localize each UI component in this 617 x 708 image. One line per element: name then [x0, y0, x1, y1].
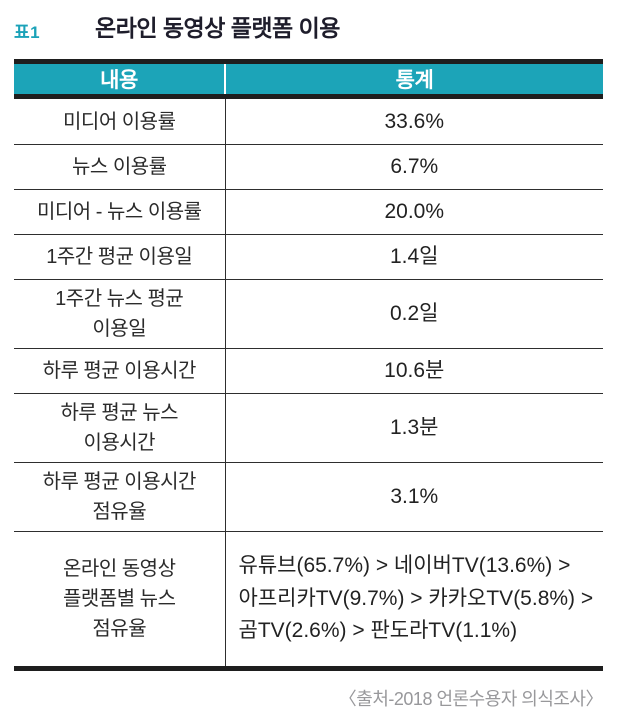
row-value-cell: 10.6분 [225, 348, 603, 394]
row-label-cell: 1주간 뉴스 평균 이용일 [14, 279, 226, 349]
page-title: 온라인 동영상 플랫폼 이용 [95, 15, 340, 41]
row-value-cell-platform-ranking: 유튜브(65.7%) > 네이버TV(13.6%) > 아프리카TV(9.7%)… [225, 531, 603, 671]
header-cell-stat: 통계 [225, 59, 603, 99]
table-row: 하루 평균 이용시간 점유율 3.1% [14, 462, 603, 532]
row-value-cell: 3.1% [225, 462, 603, 532]
table-row: 1주간 평균 이용일 1.4일 [14, 234, 603, 280]
table-row: 1주간 뉴스 평균 이용일 0.2일 [14, 279, 603, 349]
row-label-cell: 하루 평균 이용시간 [14, 348, 226, 394]
row-label-cell: 미디어 - 뉴스 이용률 [14, 189, 226, 235]
header-cell-content: 내용 [14, 59, 226, 99]
row-label-cell: 뉴스 이용률 [14, 144, 226, 190]
usage-stats-table: 내용 통계 미디어 이용률 33.6% 뉴스 이용률 6.7% 미디어 - 뉴스… [14, 59, 603, 671]
caption-row: 표1 온라인 동영상 플랫폼 이용 [14, 14, 603, 43]
row-label-cell: 하루 평균 이용시간 점유율 [14, 462, 226, 532]
table-row: 온라인 동영상 플랫폼별 뉴스 점유율 유튜브(65.7%) > 네이버TV(1… [14, 531, 603, 671]
table-row: 뉴스 이용률 6.7% [14, 144, 603, 190]
row-value-cell: 33.6% [225, 96, 603, 145]
row-label-cell: 하루 평균 뉴스 이용시간 [14, 393, 226, 463]
row-value-cell: 20.0% [225, 189, 603, 235]
source-citation: 〈출처-2018 언론수용자 의식조사〉 [338, 689, 604, 708]
row-label-cell: 1주간 평균 이용일 [14, 234, 226, 280]
row-label-cell: 미디어 이용률 [14, 96, 226, 145]
header-row: 내용 통계 [14, 59, 603, 99]
table-body: 미디어 이용률 33.6% 뉴스 이용률 6.7% 미디어 - 뉴스 이용률 2… [14, 96, 603, 671]
table-header: 내용 통계 [14, 59, 603, 99]
table-row: 하루 평균 이용시간 10.6분 [14, 348, 603, 394]
table-row: 미디어 - 뉴스 이용률 20.0% [14, 189, 603, 235]
table-row: 하루 평균 뉴스 이용시간 1.3분 [14, 393, 603, 463]
row-value-cell: 6.7% [225, 144, 603, 190]
row-value-cell: 0.2일 [225, 279, 603, 349]
table-row: 미디어 이용률 33.6% [14, 96, 603, 145]
row-value-cell: 1.3분 [225, 393, 603, 463]
row-value-cell: 1.4일 [225, 234, 603, 280]
row-label-cell: 온라인 동영상 플랫폼별 뉴스 점유율 [14, 531, 226, 671]
table-number-tag: 표1 [14, 23, 41, 42]
